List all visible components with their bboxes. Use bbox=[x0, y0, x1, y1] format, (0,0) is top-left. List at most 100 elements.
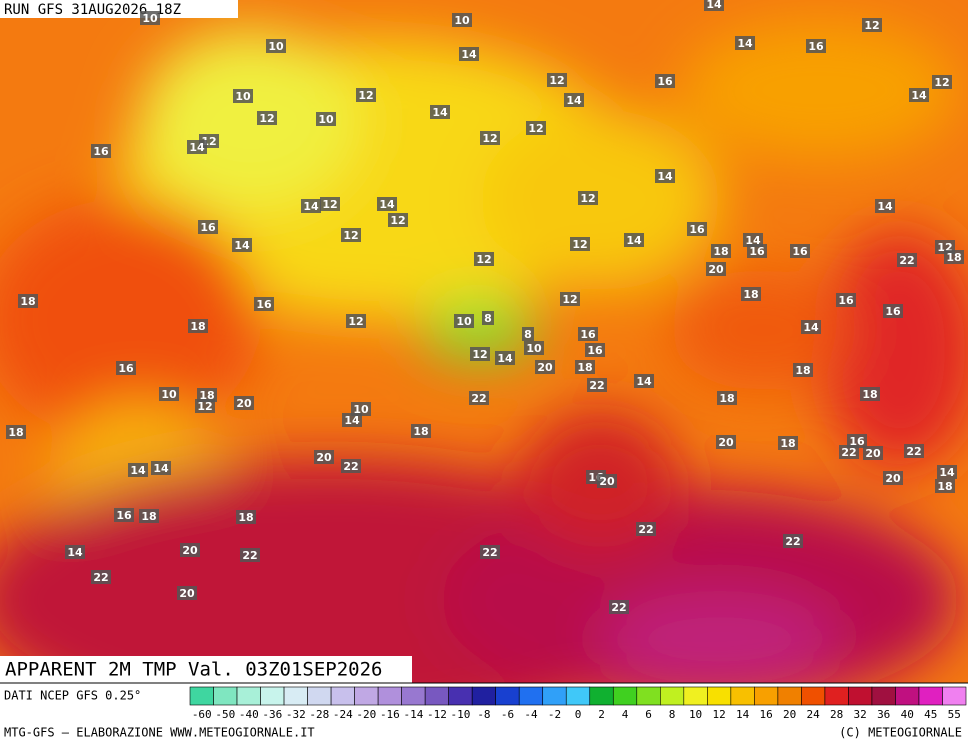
legend-label: 6 bbox=[645, 708, 652, 721]
map-label: 14 bbox=[234, 239, 250, 252]
map-label: 16 bbox=[118, 362, 134, 375]
map-label: 16 bbox=[587, 344, 603, 357]
map-label: 10 bbox=[268, 40, 284, 53]
map-label: 14 bbox=[153, 462, 169, 475]
footer-left: MTG-GFS — ELABORAZIONE WWW.METEOGIORNALE… bbox=[4, 726, 315, 740]
map-label: 14 bbox=[432, 106, 448, 119]
map-label: 12 bbox=[864, 19, 879, 32]
label-box bbox=[91, 144, 111, 158]
legend-label: -14 bbox=[403, 708, 423, 721]
map-label: 14 bbox=[379, 198, 395, 211]
map-label: 16 bbox=[657, 75, 673, 88]
map-label: 12 bbox=[343, 229, 358, 242]
color-swatch bbox=[495, 686, 520, 706]
label-box bbox=[266, 39, 286, 53]
map-label: 20 bbox=[599, 475, 615, 488]
label-box bbox=[234, 396, 254, 410]
map-label: 16 bbox=[849, 435, 865, 448]
map-label: 22 bbox=[899, 254, 914, 267]
map-label: 8 bbox=[524, 328, 532, 341]
map-label: 14 bbox=[189, 141, 205, 154]
map-label: 10 bbox=[353, 403, 369, 416]
map-label: 16 bbox=[749, 245, 765, 258]
color-swatch bbox=[824, 686, 849, 706]
map-label: 14 bbox=[497, 352, 513, 365]
label-box bbox=[706, 262, 726, 276]
label-box bbox=[180, 543, 200, 557]
map-label: 14 bbox=[344, 414, 360, 427]
legend-label: -36 bbox=[262, 708, 282, 721]
label-box bbox=[197, 388, 217, 402]
map-label: 22 bbox=[93, 571, 108, 584]
label-box bbox=[254, 297, 274, 311]
color-swatch bbox=[401, 686, 426, 706]
label-box bbox=[232, 238, 252, 252]
legend-label: -16 bbox=[380, 708, 400, 721]
label-box bbox=[634, 374, 654, 388]
label-box bbox=[346, 314, 366, 328]
map-label: 12 bbox=[572, 238, 587, 251]
color-swatch bbox=[707, 686, 732, 706]
legend-label: -60 bbox=[192, 708, 212, 721]
label-box bbox=[904, 444, 924, 458]
label-box bbox=[570, 237, 590, 251]
label-box bbox=[655, 74, 675, 88]
label-box bbox=[587, 378, 607, 392]
label-box bbox=[454, 314, 474, 328]
run-label: RUN GFS 31AUG2026 18Z bbox=[4, 2, 181, 18]
legend-label: 24 bbox=[807, 708, 821, 721]
map-label: 10 bbox=[456, 315, 472, 328]
legend-label: -10 bbox=[450, 708, 470, 721]
label-box bbox=[522, 327, 534, 341]
map-label: 12 bbox=[549, 74, 564, 87]
label-box bbox=[636, 522, 656, 536]
map-label: 10 bbox=[454, 14, 470, 27]
color-swatch bbox=[542, 686, 567, 706]
map-label: 22 bbox=[589, 379, 604, 392]
map-label: 18 bbox=[199, 389, 214, 402]
label-box bbox=[159, 387, 179, 401]
label-box bbox=[790, 244, 810, 258]
label-box bbox=[863, 446, 883, 460]
legend-label: -20 bbox=[356, 708, 376, 721]
legend-label: 45 bbox=[924, 708, 937, 721]
map-label: 12 bbox=[580, 192, 595, 205]
color-swatch bbox=[801, 686, 826, 706]
label-box bbox=[459, 47, 479, 61]
label-box bbox=[114, 508, 134, 522]
label-box bbox=[233, 89, 253, 103]
label-box bbox=[188, 319, 208, 333]
map-label: 20 bbox=[179, 587, 195, 600]
legend-label: 40 bbox=[901, 708, 914, 721]
color-swatch bbox=[236, 686, 261, 706]
color-swatch bbox=[377, 686, 402, 706]
map-label: 16 bbox=[93, 145, 109, 158]
map-label: 22 bbox=[343, 460, 358, 473]
label-box bbox=[195, 399, 215, 413]
color-swatch bbox=[565, 686, 591, 706]
map-label: 22 bbox=[906, 445, 921, 458]
label-box bbox=[320, 197, 340, 211]
map-label: 14 bbox=[67, 546, 83, 559]
label-box bbox=[301, 199, 321, 213]
color-swatch bbox=[612, 686, 638, 706]
color-swatch bbox=[942, 686, 967, 706]
map-label: 18 bbox=[20, 295, 35, 308]
legend-label: 32 bbox=[854, 708, 867, 721]
map-label: 18 bbox=[577, 361, 592, 374]
label-box bbox=[717, 391, 737, 405]
map-label: 10 bbox=[526, 342, 542, 355]
label-box bbox=[747, 244, 767, 258]
color-swatch bbox=[213, 686, 238, 706]
map-label: 18 bbox=[713, 245, 728, 258]
label-box bbox=[452, 13, 472, 27]
label-box bbox=[937, 465, 957, 479]
label-box bbox=[388, 213, 408, 227]
map-label: 20 bbox=[182, 544, 198, 557]
label-box bbox=[909, 88, 929, 102]
label-box bbox=[236, 510, 256, 524]
map-label: 10 bbox=[235, 90, 251, 103]
map-label: 12 bbox=[358, 89, 373, 102]
map-label: 20 bbox=[236, 397, 252, 410]
label-box bbox=[883, 471, 903, 485]
